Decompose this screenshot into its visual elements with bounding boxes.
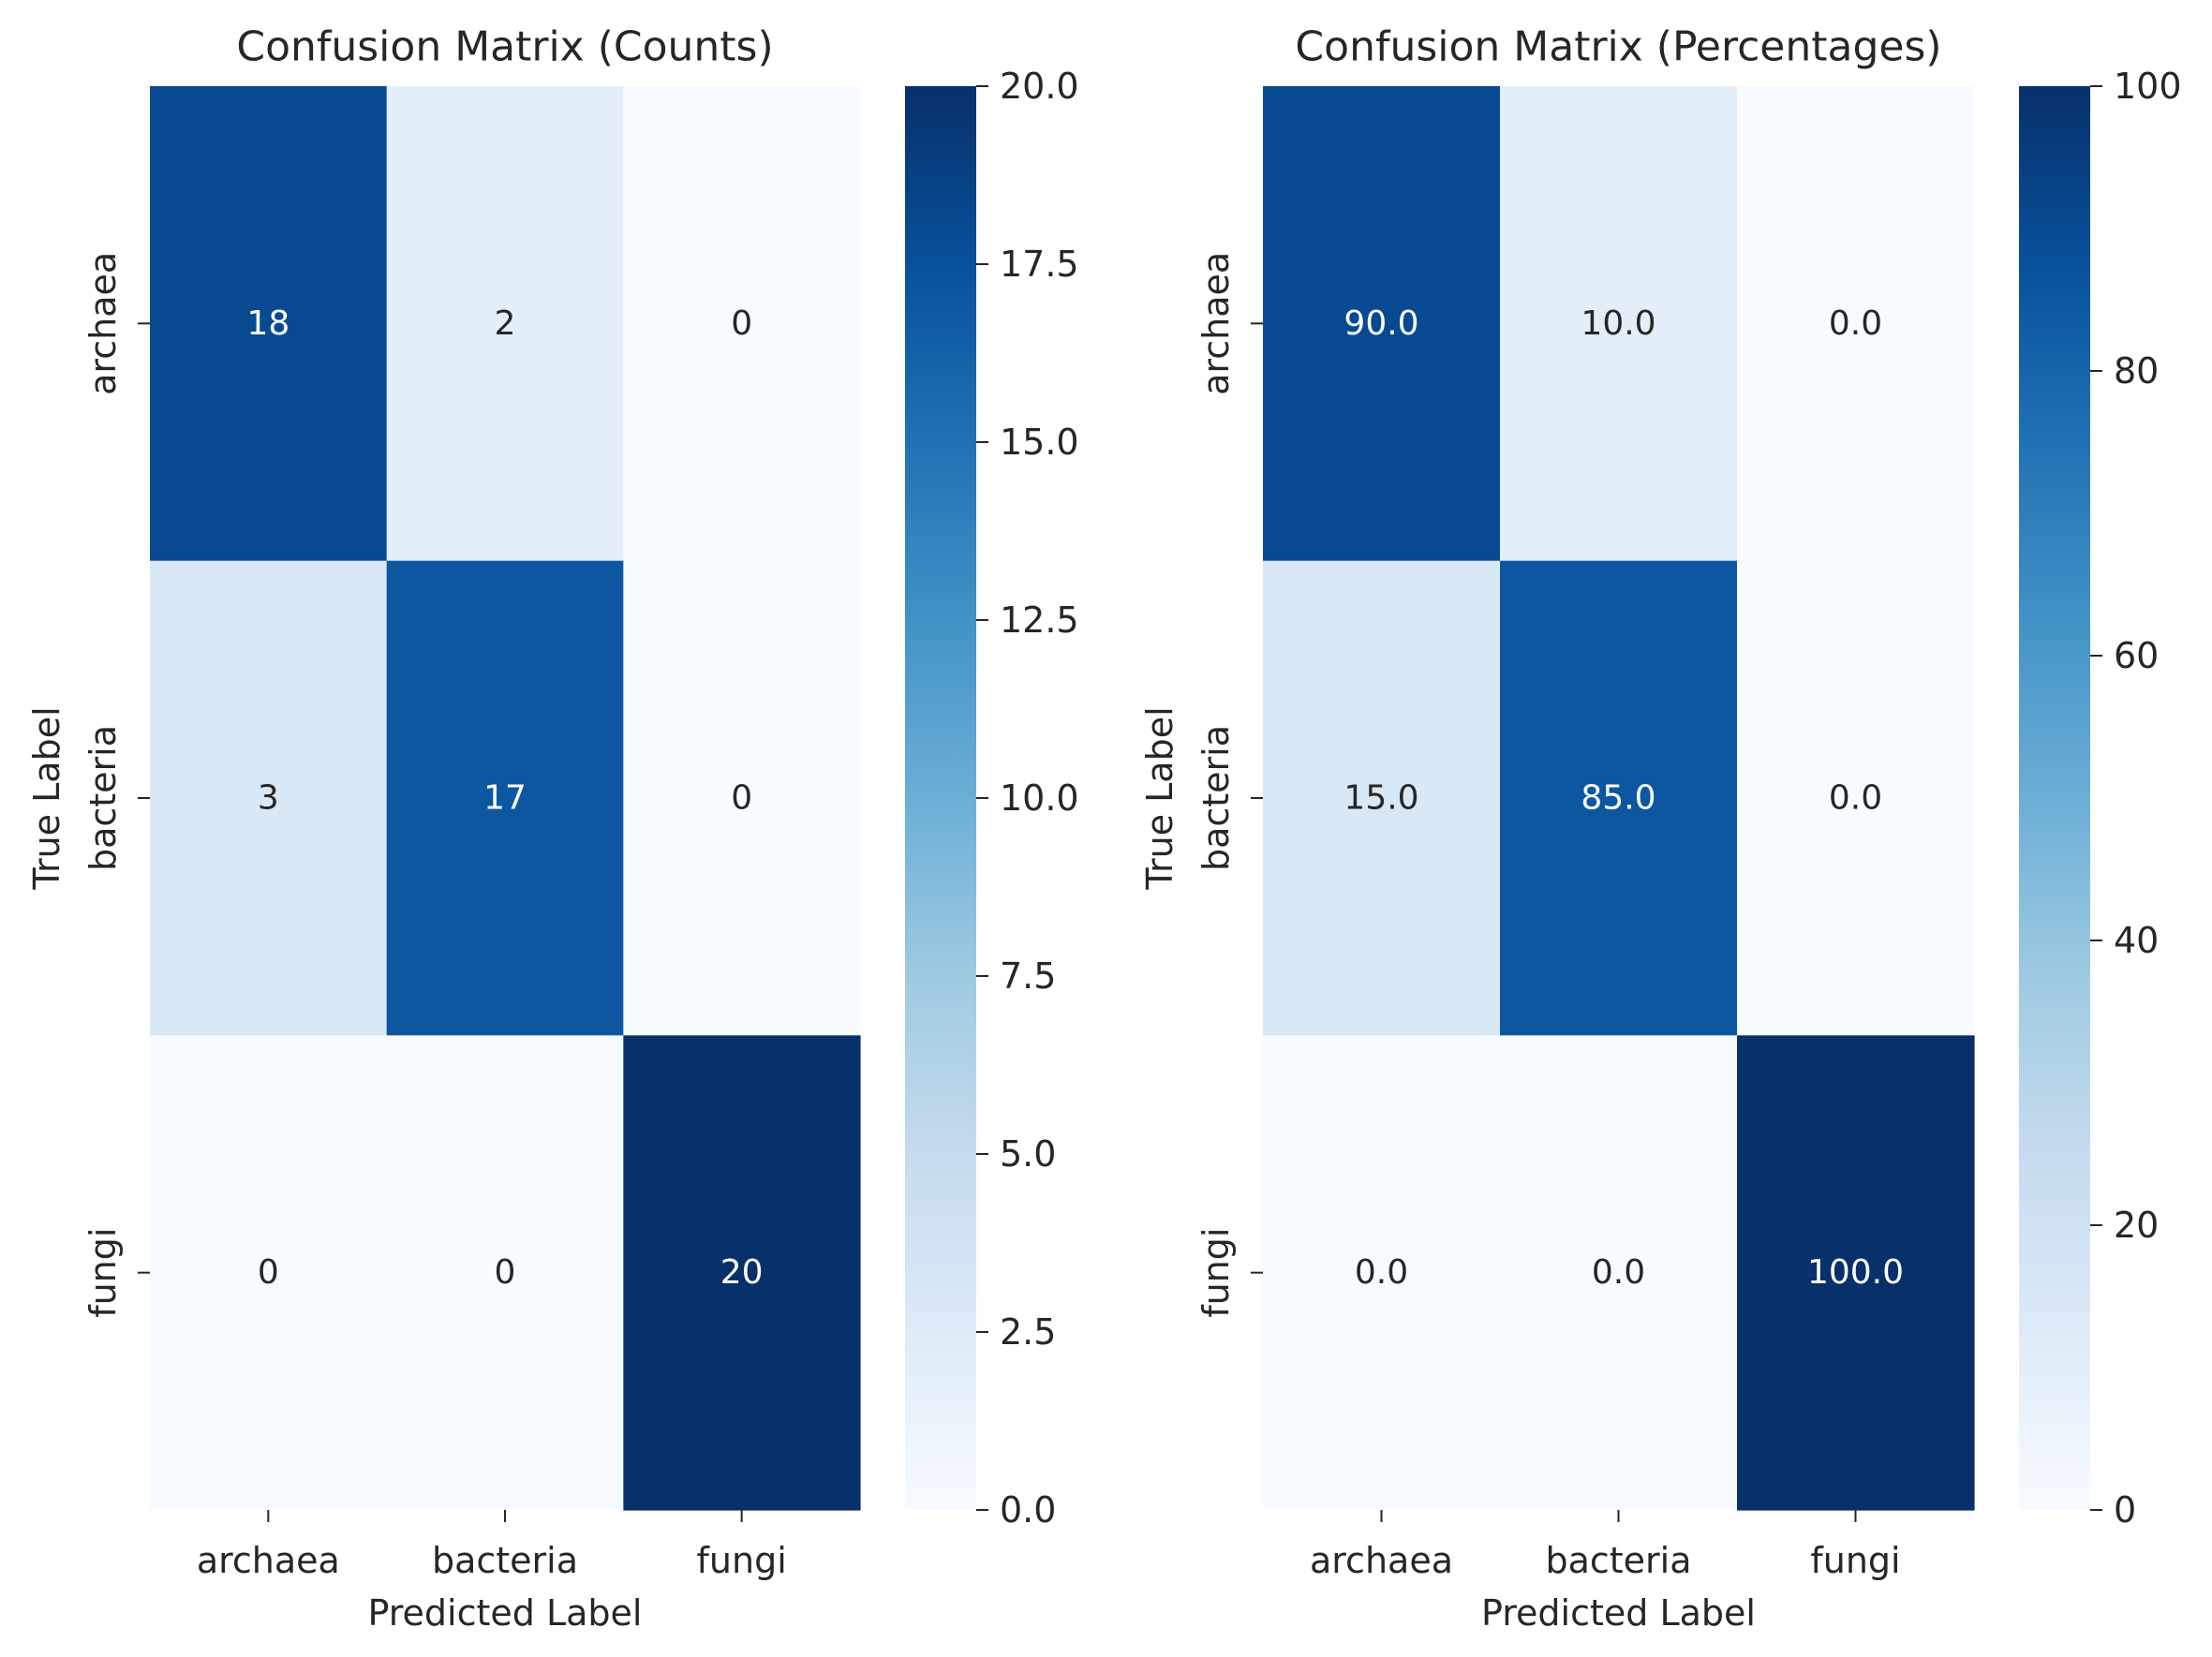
cell-value-label: 18 xyxy=(246,304,289,343)
cell-value-label: 20 xyxy=(720,1253,764,1292)
cell-value-label: 0 xyxy=(731,304,752,343)
cell-value-label: 0 xyxy=(258,1253,279,1292)
cell-value-label: 0.0 xyxy=(1829,779,1882,818)
y-tick-label: archaea xyxy=(1195,252,1237,395)
colorbar-tick-label: 0 xyxy=(2114,1489,2136,1531)
cell-value-label: 90.0 xyxy=(1344,304,1418,343)
heatmap-cell xyxy=(386,560,624,1036)
x-axis-label: Predicted Label xyxy=(1481,1592,1756,1634)
x-tick-label: archaea xyxy=(197,1540,340,1581)
heatmap-cell xyxy=(1263,86,1501,562)
y-axis-label: True Label xyxy=(1139,706,1180,890)
colorbar-tick-label: 100 xyxy=(2114,66,2182,107)
colorbar-tick-label: 20 xyxy=(2114,1205,2159,1246)
heatmap-cell xyxy=(1263,1035,1501,1511)
colorbar xyxy=(905,86,976,1510)
x-tick-label: archaea xyxy=(1310,1540,1453,1581)
colorbar-tick-label: 20.0 xyxy=(1000,66,1079,107)
cell-value-label: 2 xyxy=(495,304,516,343)
colorbar-tick-label: 0.0 xyxy=(1000,1489,1056,1531)
cell-value-label: 85.0 xyxy=(1581,779,1655,818)
colorbar-tick-label: 10.0 xyxy=(1000,777,1079,819)
cell-value-label: 0.0 xyxy=(1355,1253,1408,1292)
x-tick-label: bacteria xyxy=(1545,1540,1691,1581)
heatmap-cell xyxy=(623,560,861,1036)
x-axis-label: Predicted Label xyxy=(368,1592,643,1634)
cell-value-label: 0.0 xyxy=(1829,304,1882,343)
heatmap-cell xyxy=(150,560,388,1036)
cell-value-label: 17 xyxy=(483,779,527,818)
y-tick-label: fungi xyxy=(1195,1228,1237,1318)
y-tick-label: fungi xyxy=(82,1228,124,1318)
colorbar-tick-label: 80 xyxy=(2114,350,2159,392)
cell-value-label: 0 xyxy=(495,1253,516,1292)
heatmap-cell xyxy=(1263,560,1501,1036)
cell-value-label: 10.0 xyxy=(1581,304,1655,343)
heatmap-cell xyxy=(1737,86,1975,562)
cell-value-label: 3 xyxy=(258,779,279,818)
chart-title: Confusion Matrix (Counts) xyxy=(236,23,773,71)
y-tick-label: bacteria xyxy=(82,725,124,871)
x-tick-label: fungi xyxy=(1810,1540,1900,1581)
colorbar xyxy=(2019,86,2090,1510)
heatmap-cell xyxy=(1500,1035,1738,1511)
cell-value-label: 0 xyxy=(731,779,752,818)
cell-value-label: 15.0 xyxy=(1344,779,1418,818)
colorbar-tick-label: 5.0 xyxy=(1000,1133,1056,1175)
heatmap-cell xyxy=(1500,86,1738,562)
colorbar-tick-label: 17.5 xyxy=(1000,244,1079,285)
chart-title: Confusion Matrix (Percentages) xyxy=(1295,23,1941,71)
heatmap-cell xyxy=(150,86,388,562)
colorbar-tick-label: 15.0 xyxy=(1000,422,1079,463)
y-tick-label: archaea xyxy=(82,252,124,395)
heatmap-cell xyxy=(623,86,861,562)
y-axis-label: True Label xyxy=(26,706,67,890)
heatmap-cell xyxy=(1737,560,1975,1036)
heatmap-cell xyxy=(386,86,624,562)
cell-value-label: 0.0 xyxy=(1592,1253,1645,1292)
colorbar-tick-label: 40 xyxy=(2114,920,2159,961)
heatmap-cell xyxy=(150,1035,388,1511)
colorbar-tick-label: 2.5 xyxy=(1000,1311,1056,1353)
colorbar-tick-label: 7.5 xyxy=(1000,955,1056,997)
x-tick-label: bacteria xyxy=(432,1540,578,1581)
heatmap-cell xyxy=(1500,560,1738,1036)
heatmap-cell xyxy=(623,1035,861,1511)
cell-value-label: 100.0 xyxy=(1807,1253,1904,1292)
heatmap-cell xyxy=(1737,1035,1975,1511)
y-tick-label: bacteria xyxy=(1195,725,1237,871)
colorbar-tick-label: 12.5 xyxy=(1000,599,1079,641)
colorbar-tick-label: 60 xyxy=(2114,635,2159,676)
heatmap-cell xyxy=(386,1035,624,1511)
x-tick-label: fungi xyxy=(697,1540,787,1581)
